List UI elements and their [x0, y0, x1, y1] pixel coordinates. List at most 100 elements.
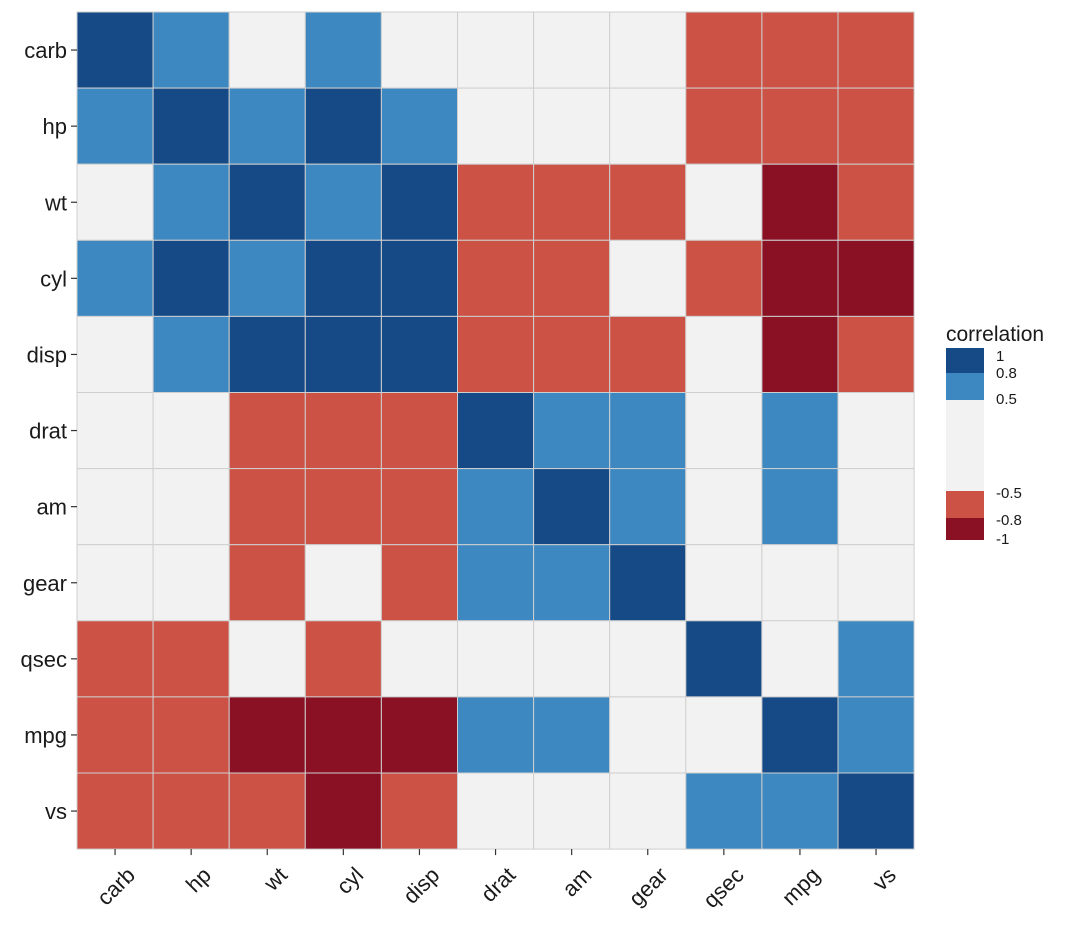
heatmap-cell-mpg-drat	[457, 696, 535, 774]
heatmap-cell-gear-disp	[380, 544, 458, 622]
y-tick-label-drat: drat	[29, 419, 67, 444]
y-tick-label-hp: hp	[43, 114, 67, 139]
heatmap-cell-qsec-carb	[76, 620, 154, 698]
y-tick-label-mpg: mpg	[24, 723, 67, 748]
heatmap-cell-disp-carb	[76, 315, 154, 393]
heatmap-cell-vs-mpg	[761, 772, 839, 850]
heatmap-cell-vs-vs	[837, 772, 915, 850]
heatmap-cell-carb-vs	[837, 11, 915, 89]
heatmap-cell-mpg-hp	[152, 696, 230, 774]
heatmap-cell-qsec-hp	[152, 620, 230, 698]
heatmap-cell-carb-drat	[457, 11, 535, 89]
heatmap-cell-drat-drat	[457, 392, 535, 470]
heatmap-cell-carb-qsec	[685, 11, 763, 89]
heatmap-cell-gear-am	[533, 544, 611, 622]
heatmap-cell-am-am	[533, 468, 611, 546]
heatmap-cell-hp-drat	[457, 87, 535, 165]
heatmap-cell-drat-am	[533, 392, 611, 470]
x-tick-label-gear: gear	[624, 862, 673, 911]
legend-label: 0.5	[996, 391, 1017, 408]
heatmap-cell-hp-hp	[152, 87, 230, 165]
x-axis: carb hp wt cyl disp drat am gear qsec mpg vs	[92, 849, 901, 913]
x-tick-label-mpg: mpg	[777, 862, 825, 910]
heatmap-cell-qsec-drat	[457, 620, 535, 698]
heatmap-cell-mpg-gear	[609, 696, 687, 774]
heatmap-cell-wt-am	[533, 163, 611, 241]
heatmap-cell-wt-qsec	[685, 163, 763, 241]
heatmap-cell-carb-hp	[152, 11, 230, 89]
heatmap-cell-vs-cyl	[304, 772, 382, 850]
heatmap-cell-mpg-vs	[837, 696, 915, 774]
heatmap-cell-cyl-am	[533, 239, 611, 317]
heatmap-cell-mpg-am	[533, 696, 611, 774]
heatmap-cell-gear-mpg	[761, 544, 839, 622]
legend-swatch-negative	[946, 491, 984, 518]
legend-swatch-strong-positive	[946, 348, 984, 373]
heatmap-cell-gear-wt	[228, 544, 306, 622]
legend-title: correlation	[946, 323, 1044, 346]
y-tick-label-cyl: cyl	[40, 266, 67, 291]
y-tick-label-gear: gear	[23, 571, 67, 596]
heatmap-cell-carb-wt	[228, 11, 306, 89]
heatmap-cell-disp-cyl	[304, 315, 382, 393]
heatmap-cell-hp-disp	[380, 87, 458, 165]
heatmap-cell-am-disp	[380, 468, 458, 546]
heatmap-cell-vs-qsec	[685, 772, 763, 850]
legend-label: 1	[996, 348, 1004, 365]
heatmap-cell-cyl-wt	[228, 239, 306, 317]
heatmap-cell-carb-gear	[609, 11, 687, 89]
heatmap-cell-am-wt	[228, 468, 306, 546]
heatmap-cell-carb-carb	[76, 11, 154, 89]
heatmap-cell-vs-disp	[380, 772, 458, 850]
heatmap-cell-cyl-carb	[76, 239, 154, 317]
heatmap-cell-wt-gear	[609, 163, 687, 241]
x-tick-label-hp: hp	[181, 862, 216, 897]
heatmap-cell-carb-disp	[380, 11, 458, 89]
heatmap-cell-am-vs	[837, 468, 915, 546]
heatmap-cell-mpg-carb	[76, 696, 154, 774]
legend-label: -1	[996, 531, 1009, 548]
heatmap-cell-disp-gear	[609, 315, 687, 393]
heatmap-cell-qsec-gear	[609, 620, 687, 698]
heatmap-cell-drat-wt	[228, 392, 306, 470]
heatmap-cell-cyl-disp	[380, 239, 458, 317]
legend: correlation 10.8 0.5 -0.5 -0.8 -1	[946, 323, 1044, 548]
heatmap-cell-wt-cyl	[304, 163, 382, 241]
legend-label: -0.8	[996, 512, 1022, 529]
heatmap-cell-wt-disp	[380, 163, 458, 241]
heatmap-cell-am-qsec	[685, 468, 763, 546]
heatmap-cell-qsec-vs	[837, 620, 915, 698]
heatmap-cell-vs-gear	[609, 772, 687, 850]
heatmap-cell-disp-mpg	[761, 315, 839, 393]
heatmap-cell-hp-cyl	[304, 87, 382, 165]
heatmap-cell-vs-wt	[228, 772, 306, 850]
heatmap-cell-wt-wt	[228, 163, 306, 241]
heatmap-cell-vs-am	[533, 772, 611, 850]
heatmap-cell-hp-am	[533, 87, 611, 165]
heatmap-cell-am-gear	[609, 468, 687, 546]
heatmap-cell-carb-mpg	[761, 11, 839, 89]
heatmap-cell-disp-disp	[380, 315, 458, 393]
heatmap-cell-hp-mpg	[761, 87, 839, 165]
x-tick-label-qsec: qsec	[698, 862, 749, 913]
heatmap-cell-gear-drat	[457, 544, 535, 622]
legend-swatch-neutral	[946, 400, 984, 491]
heatmap-cell-disp-hp	[152, 315, 230, 393]
heatmap-cell-hp-qsec	[685, 87, 763, 165]
heatmap-cell-qsec-wt	[228, 620, 306, 698]
heatmap-cell-gear-cyl	[304, 544, 382, 622]
heatmap-cell-am-drat	[457, 468, 535, 546]
heatmap-cell-am-mpg	[761, 468, 839, 546]
heatmap-cell-hp-wt	[228, 87, 306, 165]
y-tick-label-carb: carb	[24, 38, 67, 63]
heatmap-cell-drat-carb	[76, 392, 154, 470]
heatmap-cell-disp-am	[533, 315, 611, 393]
legend-label: -0.5	[996, 485, 1022, 502]
heatmap-cell-cyl-hp	[152, 239, 230, 317]
y-axis: carb hp wt cyl disp drat am gear qsec mpg vs	[21, 38, 77, 824]
heatmap-cell-cyl-qsec	[685, 239, 763, 317]
x-tick-label-wt: wt	[258, 862, 292, 896]
heatmap-cell-gear-qsec	[685, 544, 763, 622]
x-tick-label-carb: carb	[92, 862, 140, 910]
